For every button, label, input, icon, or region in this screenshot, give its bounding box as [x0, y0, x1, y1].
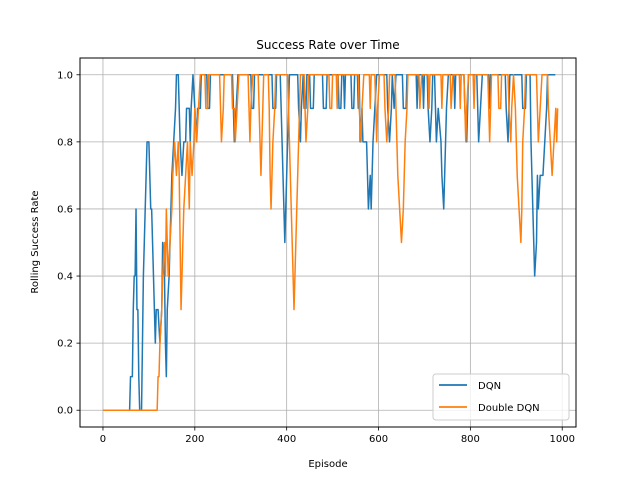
x-tick-label: 1000: [549, 434, 574, 445]
chart-title: Success Rate over Time: [256, 38, 399, 52]
series-line-dqn: [102, 74, 556, 411]
x-axis-title: Episode: [308, 459, 347, 470]
x-tick-label: 600: [369, 434, 388, 445]
y-tick-label: 0.6: [57, 204, 73, 215]
legend: DQN Double DQN: [432, 373, 570, 421]
series-line-double-dqn: [102, 74, 559, 411]
legend-label-dqn: DQN: [478, 381, 501, 392]
legend-label-double-dqn: Double DQN: [478, 403, 540, 414]
x-tick-label: 0: [100, 434, 106, 445]
y-tick-label: 0.4: [57, 272, 73, 283]
plot-frame: [79, 57, 577, 428]
y-tick-label: 0.0: [57, 406, 73, 417]
x-tick-label: 200: [185, 434, 204, 445]
x-tick-label: 800: [461, 434, 480, 445]
x-tick-label: 400: [277, 434, 296, 445]
y-tick-label: 0.8: [57, 137, 73, 148]
axis-ticks: 0 200 400 600 800 1000 0.0 0.2 0.4 0.6 0.8 1.0: [57, 70, 575, 445]
y-axis-title: Rolling Success Rate: [30, 190, 41, 293]
series-lines: [102, 74, 559, 411]
y-tick-label: 1.0: [57, 70, 73, 81]
y-tick-label: 0.2: [57, 339, 73, 350]
